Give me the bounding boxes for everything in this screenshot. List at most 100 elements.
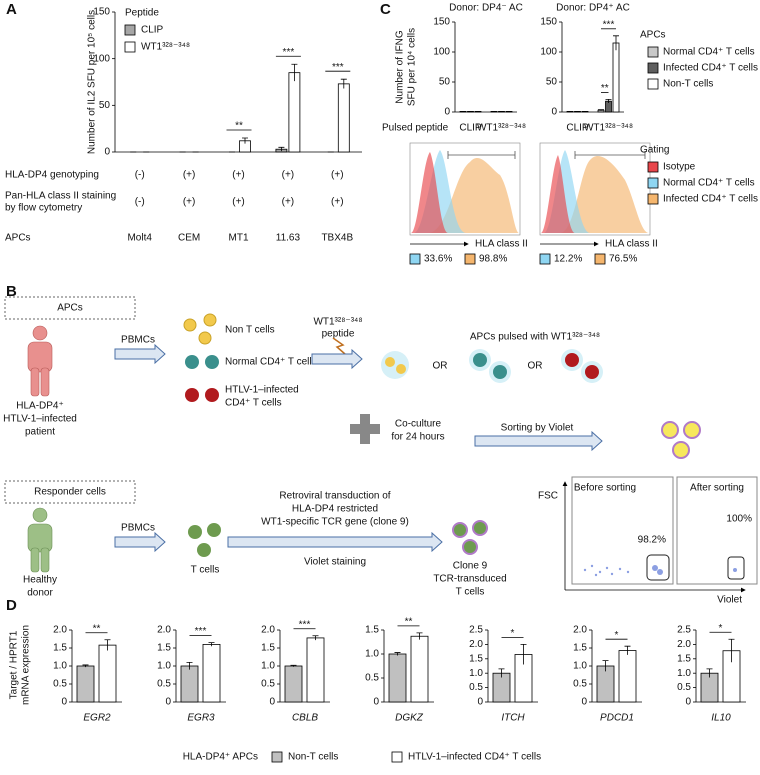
label: for 24 hours	[391, 432, 444, 443]
y-tick-label: 2.0	[469, 639, 483, 650]
y-tick-label: 100	[540, 47, 557, 58]
category-label: CLIP	[459, 123, 482, 134]
y-tick-label: 0.5	[677, 682, 691, 693]
y-tick-label: 1.0	[573, 661, 587, 672]
row-value: (+)	[232, 197, 245, 208]
y-tick-label: 0	[373, 697, 379, 708]
panel-title: Donor: DP4⁻ AC	[449, 3, 523, 14]
donor-icon	[27, 507, 53, 573]
row-value: (+)	[183, 197, 196, 208]
arrow	[114, 343, 166, 365]
circle	[657, 569, 663, 575]
row-value: (-)	[135, 197, 145, 208]
circle	[733, 568, 737, 572]
category-label: CLIP	[566, 123, 589, 134]
y-tick-label: 1.5	[365, 625, 379, 636]
circle	[452, 522, 468, 538]
legend-label: Isotype	[663, 162, 696, 173]
legend-swatch	[409, 253, 421, 265]
circle	[197, 543, 211, 557]
category-label: WT1³²⁸⁻³⁴⁸	[584, 123, 633, 134]
rect	[40, 367, 50, 397]
y-tick-label: 2.0	[677, 639, 691, 650]
bar	[76, 665, 95, 703]
category-label: MT1	[229, 233, 249, 244]
y-tick-label: 0.5	[53, 679, 67, 690]
legend-title: Peptide	[125, 8, 159, 19]
legend-swatch	[391, 751, 403, 763]
label: Violet staining	[304, 557, 366, 568]
label: WT1-specific TCR gene (clone 9)	[261, 517, 409, 528]
bar	[202, 644, 221, 703]
label: HTLV-1–infected	[225, 385, 299, 396]
error-bar	[416, 632, 423, 640]
category-label: CBLB	[292, 713, 318, 724]
label: patient	[25, 427, 55, 438]
y-tick-label: 0	[551, 107, 557, 118]
label: Clone 9	[453, 561, 488, 572]
y-tick-label: 1.5	[157, 643, 171, 654]
error-bar	[82, 664, 89, 668]
category-label: PDCD1	[600, 713, 634, 724]
row-label: APCs	[5, 233, 31, 244]
y-tick-label: 0.5	[469, 682, 483, 693]
error-bar	[104, 639, 111, 651]
y-tick-label: 50	[546, 77, 558, 88]
error-bar	[598, 109, 604, 111]
circle	[472, 520, 488, 536]
bar	[618, 650, 637, 703]
y-axis-label: Number of IFNG	[395, 30, 406, 104]
patient-icon	[27, 325, 53, 397]
circle	[594, 573, 598, 577]
significance: ***	[299, 619, 311, 630]
significance: **	[235, 121, 243, 132]
error-bar	[278, 146, 285, 152]
circle	[618, 567, 622, 571]
error-bar	[624, 645, 631, 655]
y-axis-label: SFU per 10⁴ cells	[407, 28, 418, 106]
category-label: DGKZ	[395, 713, 424, 724]
bar	[180, 665, 199, 703]
row-label: Pan-HLA class II staining	[5, 191, 116, 202]
circle	[605, 566, 609, 570]
significance: ***	[332, 62, 344, 73]
legend-label: Non-T cells	[288, 752, 338, 763]
label: OR	[528, 361, 543, 372]
infected-cells	[185, 388, 219, 402]
percentage: 76.5%	[609, 254, 637, 265]
scatter-dots	[583, 564, 737, 577]
legend-swatch	[124, 24, 136, 36]
label: peptide	[322, 329, 355, 340]
hist	[411, 152, 448, 233]
label: APCs pulsed with WT1³²⁸⁻³⁴⁸	[470, 332, 600, 343]
y-tick-label: 0	[165, 697, 171, 708]
y-tick-label: 100	[433, 47, 450, 58]
circle	[185, 355, 199, 369]
panel-label: A	[6, 1, 17, 18]
error-bar	[728, 638, 735, 663]
y-tick-label: 0.5	[261, 679, 275, 690]
label: PBMCs	[121, 523, 155, 534]
error-bar	[520, 644, 527, 665]
category-label: 11.63	[276, 233, 301, 244]
row-label: HLA-DP4 genotyping	[5, 170, 99, 181]
y-tick-label: 1.5	[469, 653, 483, 664]
label: WT1³²⁸⁻³⁴⁸	[313, 317, 362, 328]
significance: *	[615, 630, 619, 641]
x-axis-label: Pulsed peptide	[382, 123, 449, 134]
y-tick-label: 2.0	[157, 625, 171, 636]
label: OR	[433, 361, 448, 372]
hist-frame	[539, 142, 651, 236]
plot-frame	[571, 476, 674, 585]
y-tick-label: 50	[99, 100, 111, 111]
y-tick-label: 1.5	[53, 643, 67, 654]
bar	[388, 653, 407, 703]
row-value: (+)	[282, 197, 295, 208]
y-tick-label: 1.0	[261, 661, 275, 672]
hist	[541, 155, 575, 233]
circle	[683, 421, 701, 439]
error-bar	[312, 635, 319, 641]
diagram: APCs HLA-DP4⁺ HTLV-1–infected patient PB…	[3, 296, 758, 606]
legend-label: Non-T cells	[663, 79, 713, 90]
row-value: (+)	[331, 170, 344, 181]
